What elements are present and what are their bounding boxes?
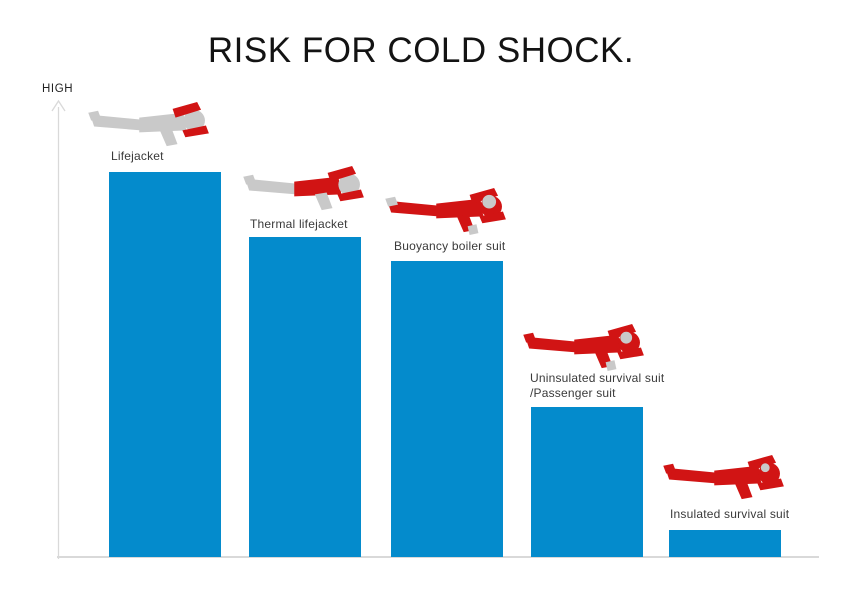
bar-label-buoyancy-boiler-suit: Buoyancy boiler suit (394, 239, 506, 253)
risk-bar-uninsulated-survival-suit (531, 407, 643, 557)
x-axis-line (57, 556, 819, 558)
bar-label-thermal-lifejacket: Thermal lifejacket (250, 217, 348, 231)
person-floating-buoyancy-boiler-suit-icon (385, 187, 506, 236)
risk-bar-buoyancy-boiler-suit (391, 261, 503, 557)
bar-label-lifejacket: Lifejacket (111, 149, 164, 163)
person-floating-uninsulated-survival-suit-icon (523, 323, 644, 372)
chart-title: RISK FOR COLD SHOCK. (207, 31, 635, 71)
person-floating-thermal-lifejacket-icon (243, 165, 364, 211)
bar-label-insulated-survival-suit: Insulated survival suit (670, 507, 790, 521)
risk-bar-lifejacket (109, 172, 221, 557)
y-axis-arrow (51, 99, 66, 559)
y-axis-high-label: HIGH (42, 83, 74, 95)
bar-label-line2: /Passenger suit (530, 386, 616, 400)
risk-bar-thermal-lifejacket (249, 237, 361, 557)
person-floating-insulated-survival-suit-icon (663, 454, 784, 500)
risk-bar-insulated-survival-suit (669, 530, 781, 557)
bar-label-uninsulated-survival-suit: Uninsulated survival suit /Passenger sui… (530, 371, 664, 401)
bar-label-line1: Uninsulated survival suit (530, 371, 665, 385)
person-floating-lifejacket-icon (88, 101, 209, 147)
